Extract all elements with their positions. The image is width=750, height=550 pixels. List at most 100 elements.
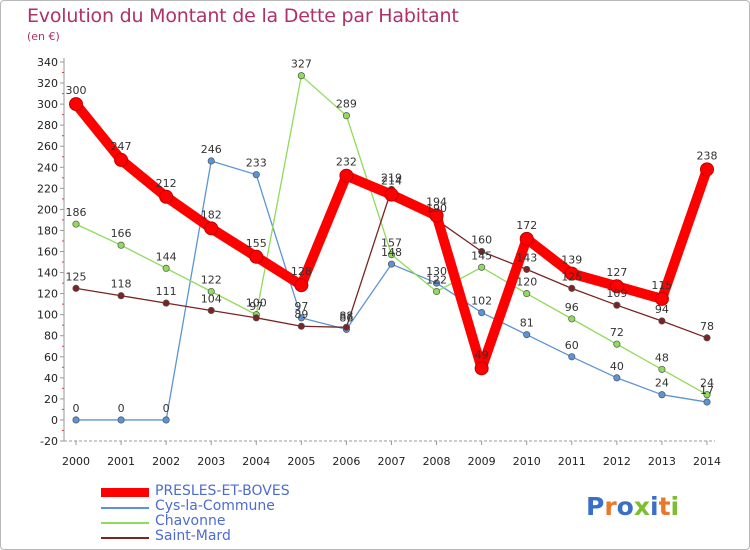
- data-label-saint-mard: 104: [201, 292, 222, 305]
- point-cys-la-commune: [72, 416, 80, 424]
- data-label-cys-la-commune: 246: [201, 143, 222, 156]
- data-label-presles-et-boves: 194: [426, 196, 447, 209]
- data-label-cys-la-commune: 17: [700, 384, 714, 397]
- legend-swatch: [101, 536, 149, 539]
- point-saint-mard: [568, 284, 576, 292]
- data-label-presles-et-boves: 155: [246, 237, 267, 250]
- data-label-chavonne: 72: [610, 326, 624, 339]
- point-saint-mard: [478, 247, 486, 256]
- data-label-saint-mard: 109: [606, 287, 627, 300]
- y-tick-label: 260: [37, 140, 58, 153]
- data-label-cys-la-commune: 102: [471, 295, 492, 308]
- point-presles-et-boves: [474, 361, 489, 376]
- point-chavonne: [342, 112, 350, 120]
- point-presles-et-boves: [564, 266, 579, 281]
- point-cys-la-commune: [703, 398, 711, 406]
- point-presles-et-boves: [654, 291, 669, 306]
- x-tick-label: 2002: [152, 455, 180, 468]
- data-label-chavonne: 96: [565, 301, 579, 314]
- legend-swatch: [101, 521, 149, 524]
- point-chavonne: [658, 365, 666, 373]
- y-tick-label: 240: [37, 161, 58, 174]
- y-tick-label: 200: [37, 203, 58, 216]
- point-chavonne: [162, 264, 170, 272]
- data-label-saint-mard: 125: [561, 270, 582, 283]
- data-label-cys-la-commune: 233: [246, 157, 267, 170]
- point-cys-la-commune: [433, 279, 441, 287]
- legend-swatch: [101, 506, 149, 509]
- y-tick-label: -20: [40, 435, 58, 448]
- x-tick-label: 2014: [693, 455, 721, 468]
- x-tick-label: 2003: [197, 455, 225, 468]
- point-cys-la-commune: [568, 353, 576, 361]
- point-presles-et-boves: [294, 278, 309, 293]
- point-cys-la-commune: [613, 374, 621, 382]
- point-saint-mard: [297, 322, 305, 330]
- data-label-cys-la-commune: 40: [610, 360, 624, 373]
- point-presles-et-boves: [69, 97, 83, 112]
- x-tick-label: 2007: [378, 455, 406, 468]
- data-label-cys-la-commune: 130: [426, 265, 447, 278]
- data-label-chavonne: 122: [201, 274, 222, 287]
- point-presles-et-boves: [519, 231, 534, 246]
- y-tick-label: 340: [37, 56, 58, 69]
- logo-letter: i: [650, 492, 659, 521]
- axes: -200204060801001201401601802002202402602…: [37, 56, 721, 468]
- y-tick-label: 160: [37, 246, 58, 259]
- point-chavonne: [523, 290, 531, 298]
- point-saint-mard: [342, 323, 350, 331]
- logo-letter: r: [604, 492, 617, 521]
- data-label-saint-mard: 97: [249, 300, 263, 313]
- point-chavonne: [117, 241, 125, 249]
- data-label-presles-et-boves: 127: [606, 266, 627, 279]
- data-label-chavonne: 100: [246, 297, 267, 310]
- point-chavonne: [703, 391, 711, 399]
- data-label-chavonne: 157: [381, 237, 402, 250]
- data-label-presles-et-boves: 247: [111, 140, 132, 153]
- logo-letter: P: [586, 492, 605, 521]
- y-tick-label: 0: [51, 414, 58, 427]
- y-tick-label: 80: [44, 330, 58, 343]
- data-label-chavonne: 289: [336, 98, 357, 111]
- data-label-presles-et-boves: 300: [66, 84, 87, 97]
- data-label-cys-la-commune: 0: [118, 402, 125, 415]
- logo-letter: i: [670, 492, 680, 521]
- point-saint-mard: [162, 299, 170, 307]
- data-label-presles-et-boves: 232: [336, 156, 357, 169]
- series-line-chavonne: [75, 75, 708, 396]
- y-tick-label: 120: [37, 288, 58, 301]
- legend-label: Chavonne: [155, 513, 226, 529]
- data-label-presles-et-boves: 115: [651, 279, 672, 292]
- data-label-saint-mard: 111: [156, 285, 177, 298]
- point-presles-et-boves: [384, 187, 399, 202]
- data-label-saint-mard: 143: [516, 251, 537, 264]
- data-label-presles-et-boves: 182: [201, 208, 222, 221]
- data-label-chavonne: 166: [111, 227, 132, 240]
- y-tick-label: 320: [37, 77, 58, 90]
- point-presles-et-boves: [114, 152, 129, 167]
- point-saint-mard: [252, 314, 260, 322]
- y-tick-label: 60: [44, 351, 58, 364]
- x-tick-label: 2009: [468, 455, 496, 468]
- point-cys-la-commune: [117, 416, 125, 424]
- legend-label: Saint-Mard: [155, 528, 231, 544]
- data-label-cys-la-commune: 97: [294, 300, 308, 313]
- x-tick-label: 2013: [648, 455, 676, 468]
- data-label-cys-la-commune: 86: [339, 311, 353, 324]
- chart-unit: (en €): [27, 30, 60, 43]
- data-label-chavonne: 24: [700, 377, 714, 390]
- data-label-saint-mard: 88: [339, 309, 353, 322]
- data-label-saint-mard: 94: [655, 303, 669, 316]
- proxiti-logo: Proxiti: [586, 492, 679, 521]
- point-cys-la-commune: [387, 260, 396, 268]
- point-presles-et-boves: [700, 162, 714, 177]
- data-label-cys-la-commune: 0: [73, 402, 80, 415]
- data-label-chavonne: 186: [66, 206, 87, 219]
- data-label-cys-la-commune: 148: [381, 246, 402, 259]
- data-label-presles-et-boves: 139: [561, 254, 582, 267]
- point-saint-mard: [117, 292, 125, 300]
- data-label-saint-mard: 118: [111, 278, 132, 291]
- data-labels: 300 247 212 182 155 128 232 214 194 49 172 139 127 11…: [66, 58, 718, 415]
